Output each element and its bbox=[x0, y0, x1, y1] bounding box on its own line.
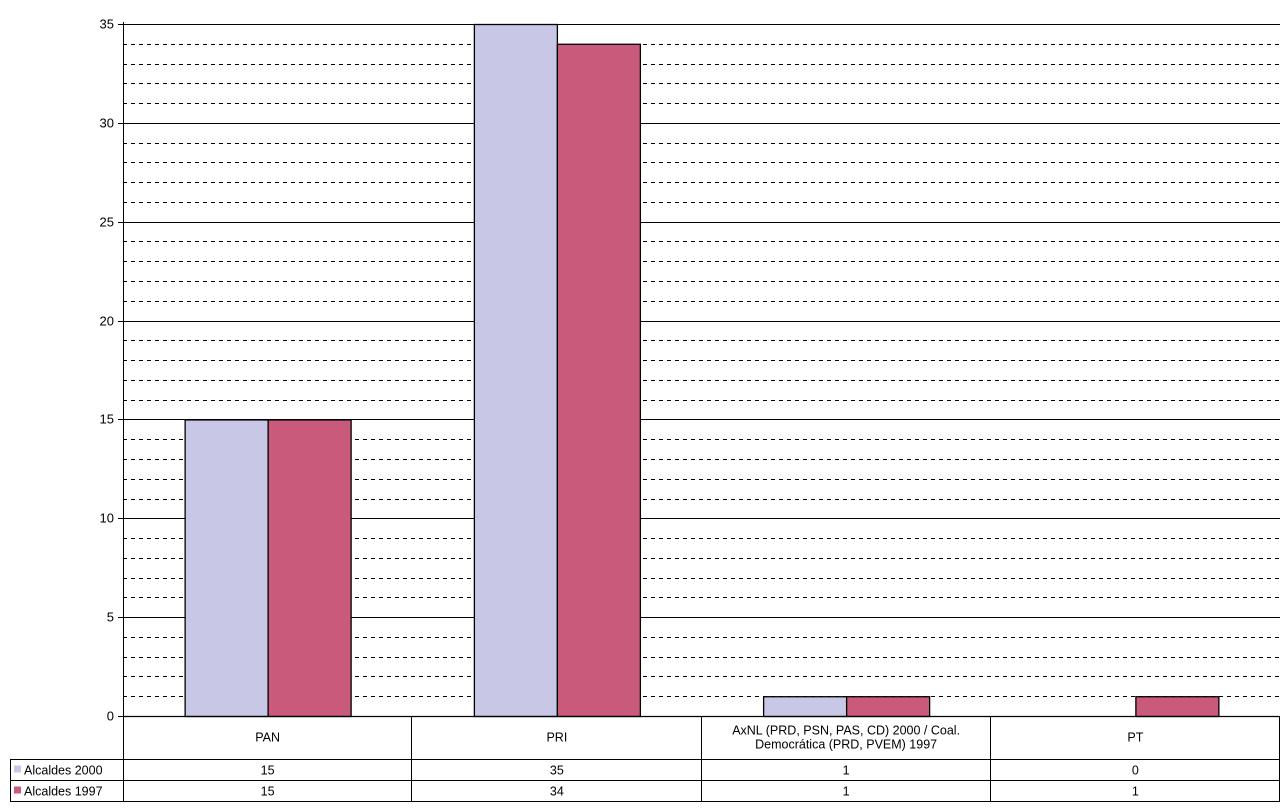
y-tick-label: 25 bbox=[100, 215, 114, 230]
category-label: PRI bbox=[546, 731, 567, 745]
y-tick-label: 10 bbox=[100, 511, 114, 526]
table-value: 34 bbox=[550, 785, 564, 799]
category-label-line: PAN bbox=[255, 731, 280, 745]
legend-swatch bbox=[14, 786, 21, 794]
bar bbox=[845, 696, 931, 718]
category-label-line: PT bbox=[1127, 731, 1143, 745]
category-label: PAN bbox=[255, 731, 280, 745]
legend-label: Alcaldes 2000 bbox=[24, 764, 103, 778]
table-value: 0 bbox=[1132, 764, 1139, 778]
table-value: 1 bbox=[1132, 785, 1139, 799]
bar bbox=[762, 696, 848, 718]
y-tick-label: 35 bbox=[100, 17, 114, 32]
category-label: PT bbox=[1127, 731, 1143, 745]
bar bbox=[184, 419, 269, 718]
table-value: 1 bbox=[843, 785, 850, 799]
y-tick-label: 15 bbox=[100, 412, 114, 427]
y-tick-label: 5 bbox=[107, 610, 114, 625]
category-label-line: Democrática (PRD, PVEM) 1997 bbox=[755, 738, 937, 752]
table-value: 15 bbox=[261, 785, 275, 799]
table-value: 15 bbox=[261, 764, 275, 778]
bar bbox=[556, 43, 642, 718]
bar bbox=[1135, 696, 1220, 718]
category-label-line: PRI bbox=[546, 731, 567, 745]
category-label-line: AxNL (PRD, PSN, PAS, CD) 2000 / Coal. bbox=[732, 724, 960, 738]
table-value: 35 bbox=[550, 764, 564, 778]
y-tick-label: 20 bbox=[100, 314, 114, 329]
y-tick-label: 30 bbox=[100, 116, 114, 131]
category-label: AxNL (PRD, PSN, PAS, CD) 2000 / Coal. Dem… bbox=[732, 724, 960, 752]
y-tick-label: 0 bbox=[107, 709, 114, 724]
legend-label: Alcaldes 1997 bbox=[24, 785, 103, 799]
bar bbox=[473, 23, 559, 718]
bar bbox=[267, 419, 352, 718]
table-value: 1 bbox=[843, 764, 850, 778]
legend-swatch bbox=[14, 765, 21, 773]
